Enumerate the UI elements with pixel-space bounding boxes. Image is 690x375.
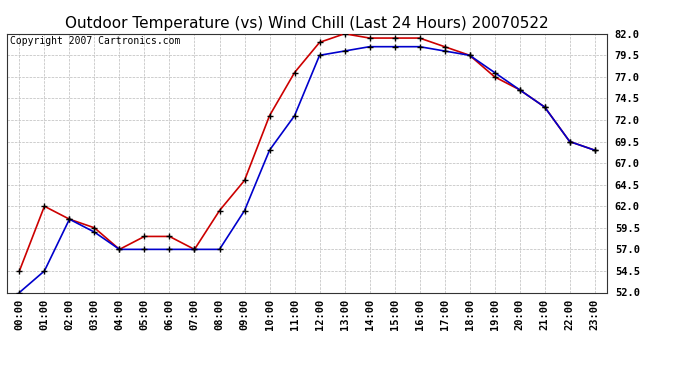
- Text: Copyright 2007 Cartronics.com: Copyright 2007 Cartronics.com: [10, 36, 180, 46]
- Title: Outdoor Temperature (vs) Wind Chill (Last 24 Hours) 20070522: Outdoor Temperature (vs) Wind Chill (Las…: [66, 16, 549, 31]
